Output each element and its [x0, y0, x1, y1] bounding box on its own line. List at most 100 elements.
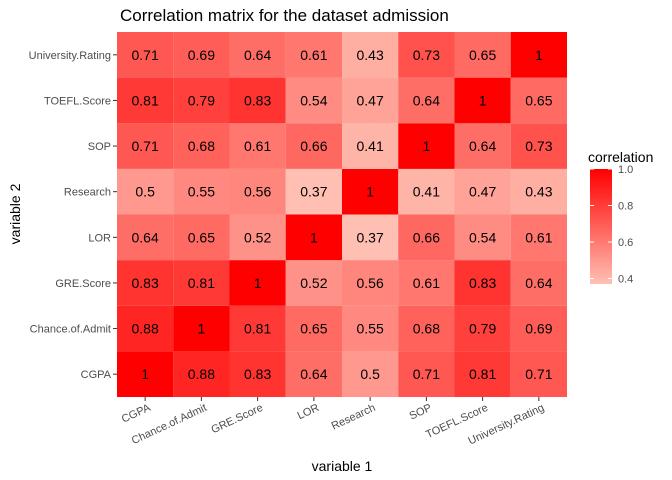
cell-label-gre-score-university-rating: 0.64 — [244, 47, 271, 63]
cell-sop-toefl-score — [398, 77, 455, 124]
cell-chance-of-admit-sop — [173, 123, 230, 169]
cell-label-university-rating-university-rating: 1 — [535, 47, 543, 63]
cell-label-research-toefl-score: 0.47 — [357, 92, 384, 108]
cell-university-rating-chance-of-admit — [510, 305, 567, 352]
cell-label-chance-of-admit-toefl-score: 0.79 — [188, 92, 215, 108]
cell-label-cgpa-sop: 0.71 — [132, 138, 159, 154]
cell-label-university-rating-research: 0.43 — [525, 184, 552, 200]
cell-lor-university-rating — [285, 32, 342, 78]
cell-sop-research — [398, 168, 455, 215]
cell-cgpa-cgpa — [117, 351, 174, 397]
cell-research-lor — [342, 214, 399, 261]
cell-lor-toefl-score — [285, 77, 342, 124]
cell-lor-lor — [285, 214, 342, 261]
cell-label-lor-cgpa: 0.64 — [300, 366, 327, 382]
cell-label-sop-sop: 1 — [422, 138, 430, 154]
x-tick-label-cgpa: CGPA — [120, 402, 153, 426]
y-tick-label-cgpa: CGPA — [81, 369, 112, 381]
cell-label-sop-chance-of-admit: 0.68 — [413, 321, 440, 337]
y-tick-label-lor: LOR — [88, 232, 111, 244]
cell-cgpa-university-rating — [117, 32, 174, 78]
cell-toefl-score-university-rating — [454, 32, 511, 78]
cell-gre-score-research — [229, 168, 286, 215]
cell-research-toefl-score — [342, 77, 399, 124]
cell-research-gre-score — [342, 260, 399, 306]
cell-chance-of-admit-lor — [173, 214, 230, 261]
y-tick-label-toefl-score: TOEFL.Score — [44, 95, 111, 107]
cell-label-gre-score-gre-score: 1 — [254, 275, 262, 291]
cell-cgpa-lor — [117, 214, 174, 261]
cell-label-lor-university-rating: 0.61 — [300, 47, 327, 63]
cell-label-cgpa-chance-of-admit: 0.88 — [132, 321, 159, 337]
cell-label-sop-gre-score: 0.61 — [413, 275, 440, 291]
y-axis-tick-labels: CGPA Chance.of.Admit GRE.Score LOR Research S… — [29, 50, 117, 381]
cell-label-toefl-score-research: 0.47 — [469, 184, 496, 200]
cell-cgpa-sop — [117, 123, 174, 169]
cell-gre-score-chance-of-admit — [229, 305, 286, 352]
cell-label-sop-toefl-score: 0.64 — [413, 92, 440, 108]
cell-gre-score-toefl-score — [229, 77, 286, 124]
cell-chance-of-admit-cgpa — [173, 351, 230, 397]
cell-label-gre-score-lor: 0.52 — [244, 229, 271, 245]
cell-chance-of-admit-chance-of-admit — [173, 305, 230, 352]
cell-label-toefl-score-lor: 0.54 — [469, 229, 496, 245]
cell-label-sop-university-rating: 0.73 — [413, 47, 440, 63]
cell-label-lor-chance-of-admit: 0.65 — [300, 321, 327, 337]
cell-label-toefl-score-toefl-score: 1 — [479, 92, 487, 108]
cell-cgpa-chance-of-admit — [117, 305, 174, 352]
cell-lor-cgpa — [285, 351, 342, 397]
cell-research-chance-of-admit — [342, 305, 399, 352]
cell-label-chance-of-admit-chance-of-admit: 1 — [197, 321, 205, 337]
y-tick-label-chance-of-admit: Chance.of.Admit — [30, 324, 111, 336]
cell-university-rating-cgpa — [510, 351, 567, 397]
cell-label-gre-score-sop: 0.61 — [244, 138, 271, 154]
legend-title: correlation — [588, 149, 653, 165]
cell-label-cgpa-university-rating: 0.71 — [132, 47, 159, 63]
cell-label-cgpa-lor: 0.64 — [132, 229, 159, 245]
cell-chance-of-admit-toefl-score — [173, 77, 230, 124]
cell-label-lor-research: 0.37 — [300, 184, 327, 200]
legend-ticks: 0.4 0.6 0.8 1.0 — [590, 164, 633, 286]
legend-colorbar — [590, 169, 612, 284]
cell-label-chance-of-admit-university-rating: 0.69 — [188, 47, 215, 63]
cell-toefl-score-toefl-score — [454, 77, 511, 124]
cell-research-cgpa — [342, 351, 399, 397]
cell-label-university-rating-sop: 0.73 — [525, 138, 552, 154]
cell-label-gre-score-chance-of-admit: 0.81 — [244, 321, 271, 337]
cell-sop-cgpa — [398, 351, 455, 397]
cell-research-research — [342, 168, 399, 215]
cell-cgpa-gre-score — [117, 260, 174, 306]
cell-label-university-rating-toefl-score: 0.65 — [525, 92, 552, 108]
legend-tick-label: 0.4 — [618, 274, 633, 286]
cell-university-rating-university-rating — [510, 32, 567, 78]
cell-chance-of-admit-university-rating — [173, 32, 230, 78]
cell-label-chance-of-admit-research: 0.55 — [188, 184, 215, 200]
cell-label-toefl-score-gre-score: 0.83 — [469, 275, 496, 291]
cell-label-toefl-score-cgpa: 0.81 — [469, 366, 496, 382]
x-axis-title: variable 1 — [312, 458, 373, 474]
cell-research-university-rating — [342, 32, 399, 78]
cell-label-university-rating-cgpa: 0.71 — [525, 366, 552, 382]
cell-university-rating-sop — [510, 123, 567, 169]
cell-label-university-rating-lor: 0.61 — [525, 229, 552, 245]
cell-cgpa-toefl-score — [117, 77, 174, 124]
cell-sop-sop — [398, 123, 455, 169]
cell-toefl-score-gre-score — [454, 260, 511, 306]
cell-label-chance-of-admit-sop: 0.68 — [188, 138, 215, 154]
cell-chance-of-admit-research — [173, 168, 230, 215]
y-tick-label-university-rating: University.Rating — [29, 50, 111, 62]
cell-label-research-university-rating: 0.43 — [357, 47, 384, 63]
heatmap-cell-labels: 1 0.88 0.83 0.64 0.5 0.71 0.81 0.71 0.88 1 0.81 0.6… — [132, 47, 553, 382]
cell-label-research-lor: 0.37 — [357, 229, 384, 245]
cell-toefl-score-lor — [454, 214, 511, 261]
cell-label-toefl-score-chance-of-admit: 0.79 — [469, 321, 496, 337]
cell-label-research-sop: 0.41 — [357, 138, 384, 154]
cell-sop-chance-of-admit — [398, 305, 455, 352]
cell-label-research-gre-score: 0.56 — [357, 275, 384, 291]
x-tick-label-gre-score: GRE.Score — [209, 402, 264, 436]
x-tick-label-sop: SOP — [408, 402, 434, 423]
legend: correlation 0.4 0.6 0.8 1.0 — [588, 149, 653, 286]
cell-label-sop-research: 0.41 — [413, 184, 440, 200]
